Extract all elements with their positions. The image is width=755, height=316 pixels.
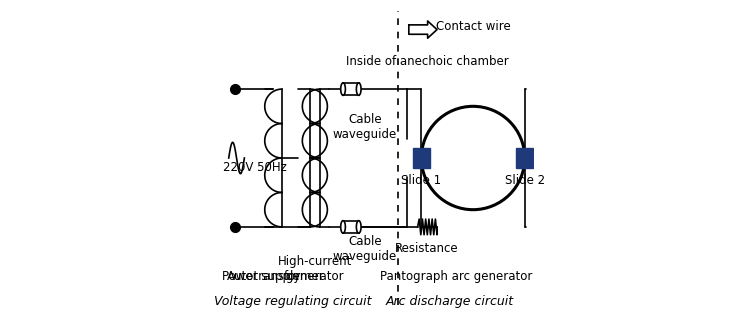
Text: Inside of anechoic chamber: Inside of anechoic chamber (347, 55, 509, 68)
Text: Power supply: Power supply (223, 270, 300, 283)
Ellipse shape (341, 83, 345, 95)
Bar (516, 148, 533, 168)
Bar (343, 221, 359, 233)
Text: Slide 2: Slide 2 (504, 174, 545, 187)
Text: Voltage regulating circuit: Voltage regulating circuit (214, 295, 371, 308)
Ellipse shape (356, 221, 361, 233)
Bar (413, 148, 430, 168)
Text: Arc discharge circuit: Arc discharge circuit (386, 295, 513, 308)
Polygon shape (408, 21, 437, 38)
Text: Cable
waveguide: Cable waveguide (333, 235, 397, 263)
Text: Resistance: Resistance (395, 242, 458, 255)
Text: Autotransformer: Autotransformer (226, 270, 325, 283)
Text: Slide 1: Slide 1 (402, 174, 442, 187)
Text: Pantograph arc generator: Pantograph arc generator (380, 270, 532, 283)
Text: 220V 50Hz: 220V 50Hz (223, 161, 287, 174)
Text: Cable
waveguide: Cable waveguide (333, 113, 397, 141)
Text: High-current
generator: High-current generator (278, 255, 352, 283)
Ellipse shape (356, 83, 361, 95)
Text: Contact wire: Contact wire (436, 20, 510, 33)
Ellipse shape (341, 221, 345, 233)
Bar (343, 83, 359, 95)
